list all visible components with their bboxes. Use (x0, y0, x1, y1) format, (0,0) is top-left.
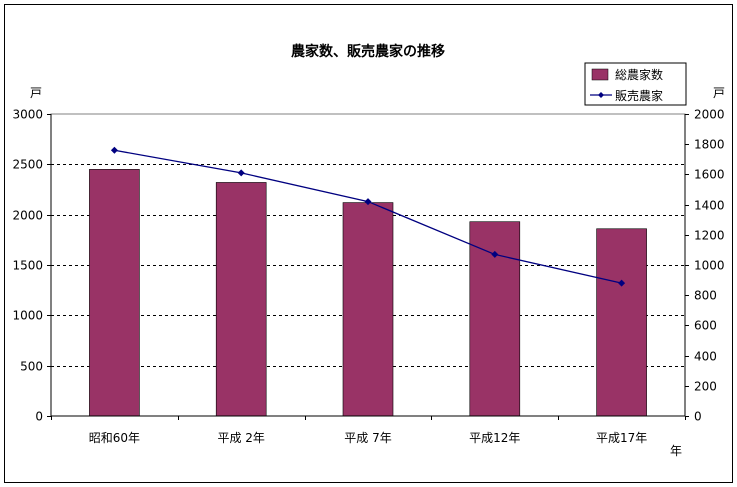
right-tick-label: 800 (694, 289, 717, 303)
right-tick-label: 1200 (694, 229, 725, 243)
left-axis-ticks: 0 500 1000 1500 2000 2500 3000 (12, 108, 51, 424)
left-tick-label: 500 (20, 360, 43, 374)
legend-swatch-marker (598, 92, 604, 98)
left-tick-label: 2500 (12, 158, 43, 172)
left-tick-label: 2000 (12, 209, 43, 223)
right-tick-label: 2000 (694, 108, 725, 122)
line-point (618, 279, 626, 287)
left-tick-label: 1500 (12, 259, 43, 273)
x-tick-label: 平成12年 (469, 431, 520, 445)
right-tick-label: 1800 (694, 138, 725, 152)
x-tick-label: 平成 7年 (344, 431, 391, 445)
line-series (110, 146, 626, 287)
chart-title: 農家数、販売農家の推移 (291, 43, 445, 60)
x-tick-label: 昭和60年 (89, 431, 140, 445)
left-tick-label: 3000 (12, 108, 43, 122)
legend-label-bar: 総農家数 (615, 67, 663, 82)
right-tick-label: 1600 (694, 168, 725, 182)
right-tick-label: 400 (694, 350, 717, 364)
line-point (491, 250, 499, 258)
x-axis-unit: 年 (670, 444, 682, 458)
right-tick-label: 1400 (694, 199, 725, 213)
left-axis-unit: 戸 (30, 86, 42, 100)
right-tick-label: 0 (694, 410, 702, 424)
line-point (364, 198, 372, 206)
line-point (237, 169, 245, 177)
legend-label-line: 販売農家 (615, 88, 663, 103)
legend: 総農家数 販売農家 (584, 62, 687, 106)
bar (469, 221, 521, 417)
bar (215, 182, 267, 417)
right-tick-label: 200 (694, 380, 717, 394)
line-point (110, 146, 118, 154)
bar (89, 169, 140, 417)
right-axis-ticks: 0 200 400 600 800 1000 1200 1400 1600 1800 2000 (685, 108, 725, 424)
legend-swatch-bar (591, 68, 609, 81)
x-tick-label: 平成 2年 (217, 431, 264, 445)
bar (342, 202, 394, 417)
right-tick-label: 600 (694, 319, 717, 333)
left-tick-label: 0 (35, 410, 43, 424)
bar-series (89, 169, 647, 417)
gridlines (51, 164, 685, 367)
right-axis-unit: 戸 (713, 86, 725, 100)
bar (596, 228, 647, 417)
x-tick-label: 平成17年 (596, 431, 647, 445)
x-axis-ticks: 昭和60年 平成 2年 平成 7年 平成12年 平成17年 (51, 416, 686, 445)
right-tick-label: 1000 (694, 259, 725, 273)
left-tick-label: 1000 (12, 309, 43, 323)
